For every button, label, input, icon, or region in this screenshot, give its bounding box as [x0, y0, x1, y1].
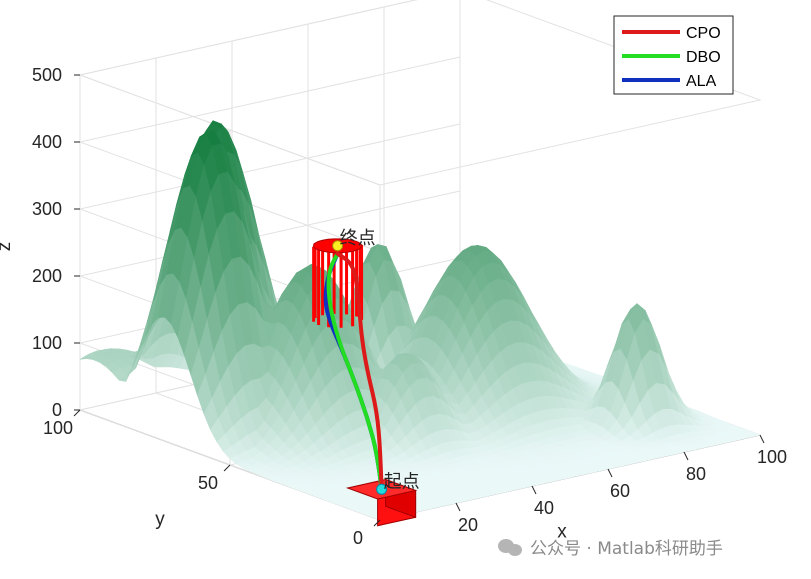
legend-label-ala: ALA: [686, 73, 717, 90]
y-tick-label: 0: [353, 528, 363, 548]
goal-marker: [332, 240, 344, 252]
path-cpo: [335, 251, 384, 492]
z-tick-label: 0: [52, 400, 62, 420]
watermark-text: 公众号 · Matlab科研助手: [530, 539, 723, 559]
x-tick-mark: [531, 485, 537, 495]
z-tick-label: 400: [32, 132, 62, 152]
path-dbo: [326, 251, 384, 492]
x-axis-title: x: [557, 522, 567, 543]
y-tick-mark: [223, 464, 231, 472]
z-tick-label: 500: [32, 65, 62, 85]
goal-label: 终点: [340, 228, 376, 249]
y-tick-mark: [373, 519, 381, 527]
z-tick-label: 100: [32, 333, 62, 353]
y-axis-title: y: [155, 509, 165, 530]
x-tick-label: 100: [757, 447, 787, 467]
y-tick-label: 100: [43, 418, 73, 438]
x-tick-mark: [759, 434, 765, 444]
x-tick-label: 20: [458, 515, 478, 535]
x-tick-mark: [683, 451, 689, 461]
axis-labels: 010020030040050020406080100050100xyz: [0, 65, 787, 548]
x-tick-label: 60: [610, 481, 630, 501]
markers-and-paths: 起点 终点: [312, 228, 420, 527]
watermark: 公众号 · Matlab科研助手: [498, 534, 723, 559]
z-tick-label: 200: [32, 266, 62, 286]
y-tick-label: 50: [198, 473, 218, 493]
x-tick-label: 40: [534, 498, 554, 518]
x-tick-mark: [607, 468, 613, 478]
x-tick-label: 80: [686, 464, 706, 484]
x-tick-mark: [455, 502, 461, 512]
y-tick-mark: [73, 409, 81, 417]
z-axis-title: z: [0, 242, 15, 252]
terrain-surface: [79, 120, 762, 521]
z-tick-label: 300: [32, 199, 62, 219]
surface-facet: [744, 432, 762, 438]
start-marker: [376, 483, 388, 495]
legend: CPO DBO ALA: [613, 15, 734, 95]
start-label: 起点: [384, 471, 420, 492]
legend-label-dbo: DBO: [686, 49, 721, 66]
wechat-icon: [498, 537, 524, 557]
legend-label-cpo: CPO: [686, 25, 721, 42]
